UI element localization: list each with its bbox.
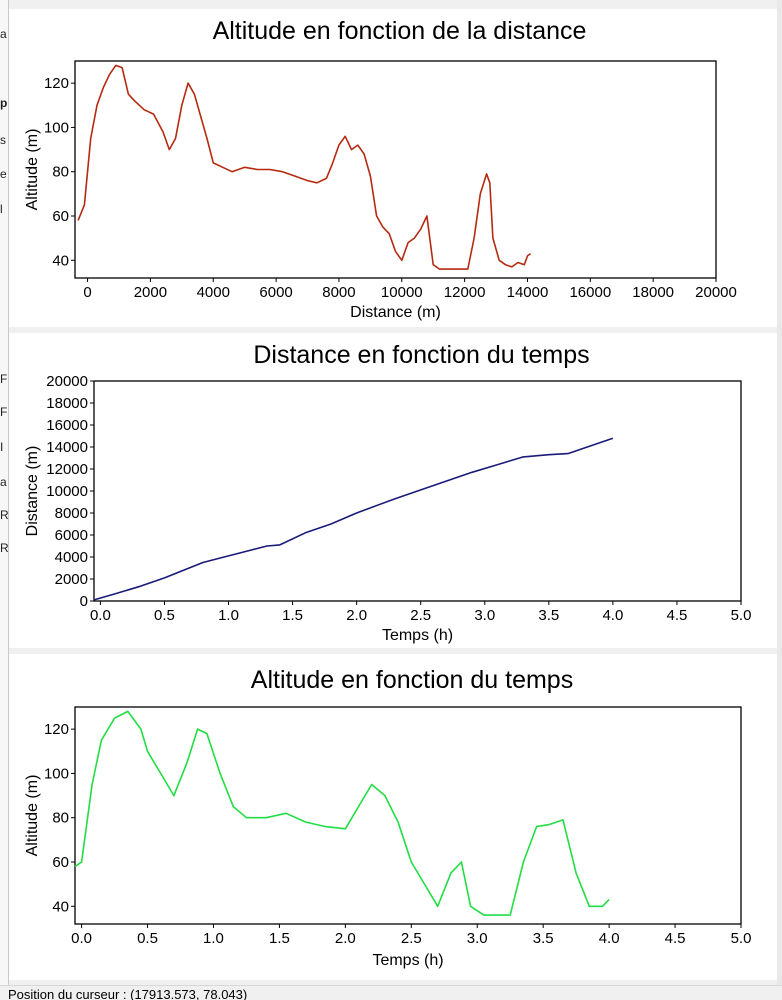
chart-panel-altitude-distance[interactable]: Altitude en fonction de la distance 0 2000… [9, 9, 777, 327]
x-tick-label: 12000 [444, 284, 486, 301]
chart-title: Distance en fonction du temps [253, 341, 589, 369]
y-tick-label: 8000 [55, 505, 88, 522]
y-tick-label: 20000 [46, 373, 88, 390]
left-sidebar-strip [0, 0, 9, 985]
y-tick-label: 16000 [46, 417, 88, 434]
x-tick-label: 4.0 [599, 930, 620, 947]
chart-panel-altitude-time[interactable]: Altitude en fonction du temps 0.0 0.5 1.0 1.… [9, 654, 777, 980]
y-tick-label: 100 [44, 119, 69, 136]
y-tick-label: 14000 [46, 439, 88, 456]
series-line [93, 437, 614, 601]
left-fragment: l [0, 202, 3, 216]
y-tick-label: 10000 [46, 483, 88, 500]
altitude-time-chart[interactable]: Altitude en fonction du temps 0.0 0.5 1.0 1.… [9, 654, 777, 980]
y-tick-label: 80 [52, 810, 69, 827]
x-tick-label: 10000 [381, 284, 423, 301]
left-fragment: e [0, 167, 7, 181]
x-tick-label: 14000 [507, 284, 549, 301]
x-tick-label: 3.0 [467, 930, 488, 947]
x-tick-label: 8000 [322, 284, 355, 301]
x-tick-label: 3.0 [474, 607, 495, 624]
y-tick-label: 2000 [55, 571, 88, 588]
x-tick-label: 1.0 [203, 930, 224, 947]
x-tick-label: 5.0 [731, 930, 752, 947]
y-tick-label: 0 [80, 593, 88, 610]
y-tick-label: 40 [52, 252, 69, 269]
status-bar: Position du curseur : (17913.573, 78.043… [0, 985, 782, 1000]
y-tick-label: 4000 [55, 549, 88, 566]
x-tick-label: 3.5 [538, 607, 559, 624]
x-axis-label: Distance (m) [350, 304, 441, 321]
x-tick-label: 4.5 [667, 607, 688, 624]
left-fragment: a [0, 27, 7, 41]
chart-title: Altitude en fonction de la distance [213, 17, 587, 45]
y-axis-label: Altitude (m) [24, 129, 41, 211]
series-line [74, 710, 610, 916]
y-tick-label: 40 [52, 898, 69, 915]
x-tick-label: 2.0 [346, 607, 367, 624]
top-strip [9, 0, 777, 9]
x-tick-label: 2000 [134, 284, 167, 301]
y-tick-label: 80 [52, 164, 69, 181]
plot-frame [74, 706, 742, 925]
y-tick-label: 12000 [46, 461, 88, 478]
series-line [77, 64, 532, 270]
y-tick-label: 60 [52, 854, 69, 871]
x-tick-label: 4.5 [665, 930, 686, 947]
y-axis-label: Altitude (m) [24, 775, 41, 857]
x-axis-label: Temps (h) [372, 952, 443, 969]
x-tick-label: 4.0 [602, 607, 623, 624]
x-tick-label: 5.0 [731, 607, 752, 624]
plot-frame [74, 60, 717, 279]
x-tick-label: 0.0 [71, 930, 92, 947]
x-tick-label: 4000 [197, 284, 230, 301]
x-tick-label: 2.5 [401, 930, 422, 947]
distance-time-chart[interactable]: Distance en fonction du temps 0.0 0.5 1.0 1.… [9, 333, 777, 648]
left-fragment: I [0, 440, 4, 454]
left-fragment: F [0, 372, 8, 386]
y-axis-label: Distance (m) [24, 446, 41, 537]
x-tick-label: 2.0 [335, 930, 356, 947]
left-fragment: p [0, 96, 8, 110]
x-tick-label: 3.5 [533, 930, 554, 947]
chart-title: Altitude en fonction du temps [251, 666, 573, 694]
y-tick-label: 120 [44, 721, 69, 738]
y-tick-label: 60 [52, 208, 69, 225]
x-tick-label: 1.5 [269, 930, 290, 947]
left-fragment: F [0, 405, 8, 419]
left-fragment: R [0, 508, 9, 522]
x-tick-label: 0.0 [90, 607, 111, 624]
chart-panel-distance-time[interactable]: Distance en fonction du temps 0.0 0.5 1.0 1.… [9, 333, 777, 648]
x-tick-label: 20000 [695, 284, 737, 301]
x-tick-label: 1.5 [282, 607, 303, 624]
left-fragment: a [0, 475, 7, 489]
x-tick-label: 0.5 [137, 930, 158, 947]
y-tick-label: 18000 [46, 395, 88, 412]
x-axis-label: Temps (h) [382, 627, 453, 644]
altitude-distance-chart[interactable]: Altitude en fonction de la distance 0 2000… [9, 9, 777, 327]
left-fragment: s [0, 133, 6, 147]
x-tick-label: 18000 [632, 284, 674, 301]
cursor-position-text: Position du curseur : (17913.573, 78.043… [8, 987, 248, 1000]
left-fragment: R [0, 541, 9, 555]
y-tick-label: 120 [44, 75, 69, 92]
y-tick-label: 100 [44, 765, 69, 782]
x-tick-label: 2.5 [410, 607, 431, 624]
x-tick-label: 0 [83, 284, 91, 301]
y-tick-label: 6000 [55, 527, 88, 544]
right-scrollbar-strip[interactable] [777, 0, 782, 985]
x-tick-label: 6000 [259, 284, 292, 301]
x-tick-label: 0.5 [154, 607, 175, 624]
x-tick-label: 1.0 [218, 607, 239, 624]
x-tick-label: 16000 [569, 284, 611, 301]
